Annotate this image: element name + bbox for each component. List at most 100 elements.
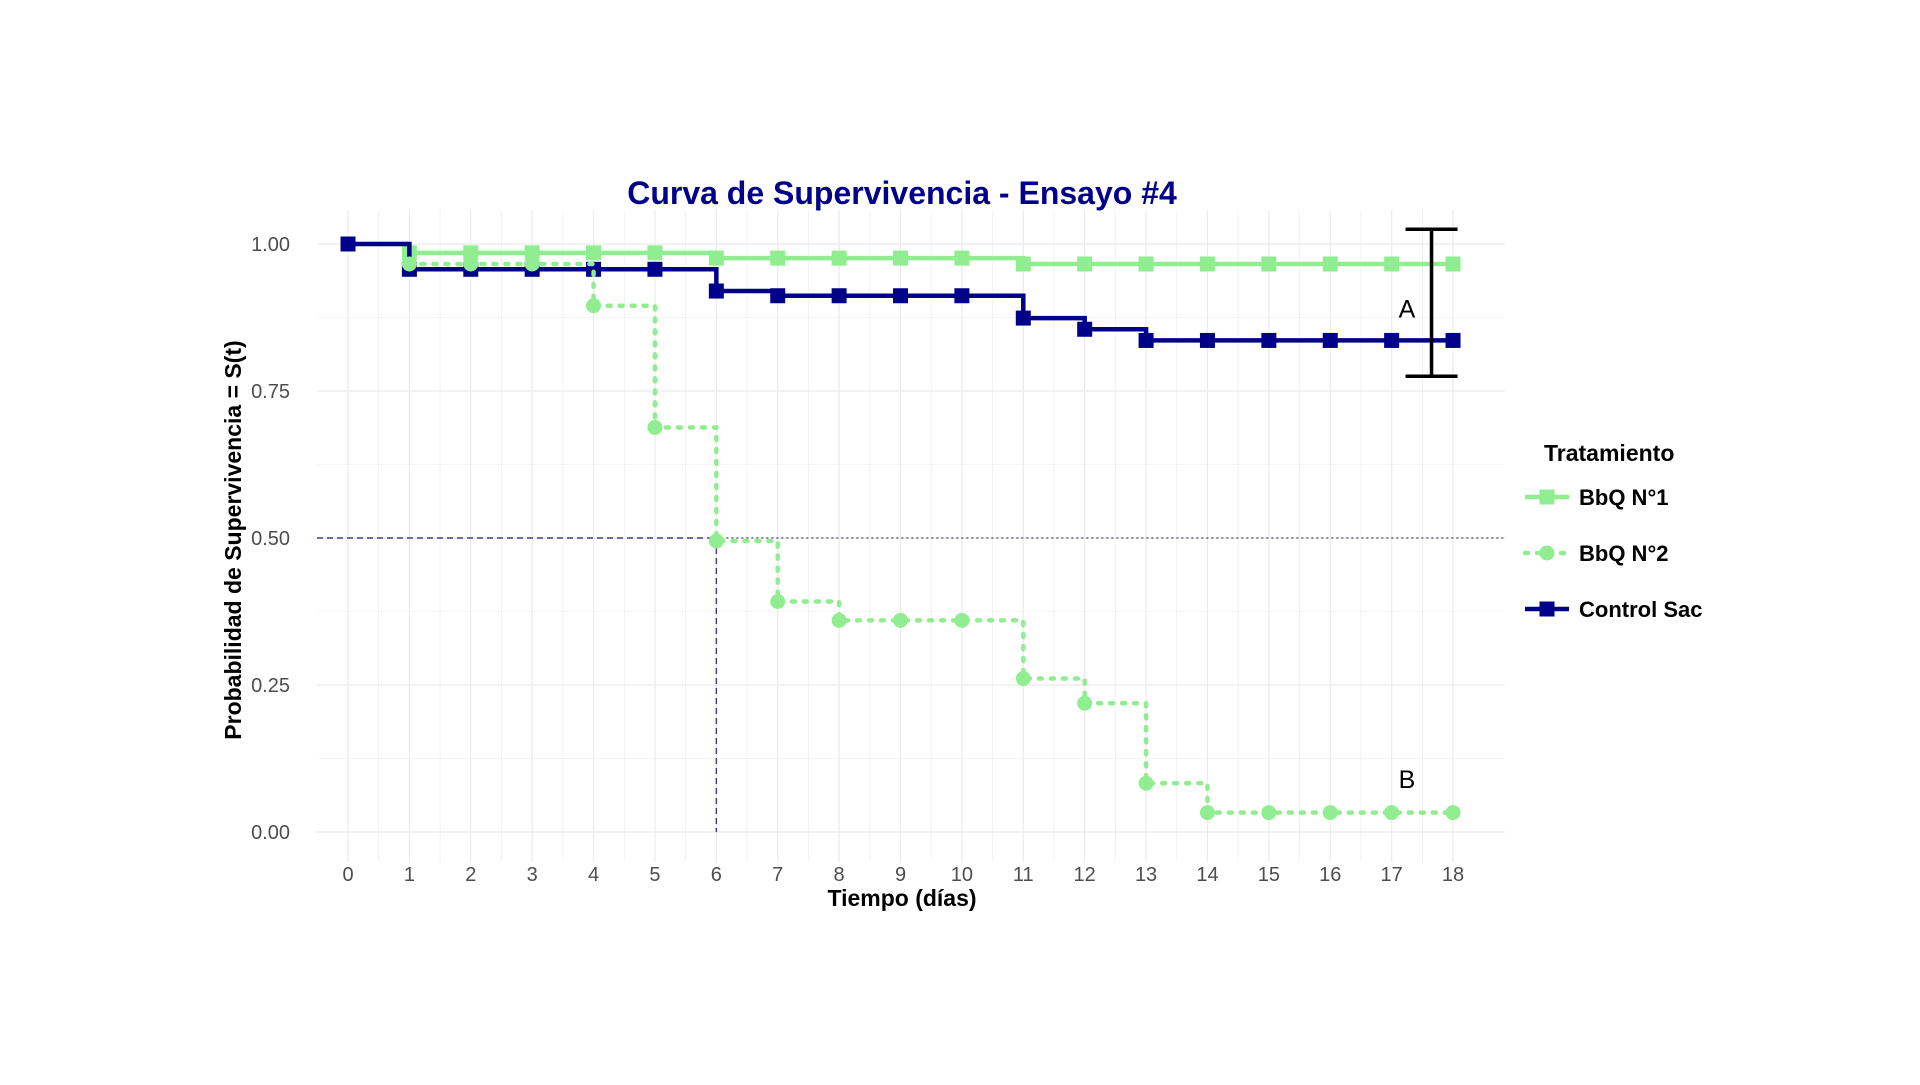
data-point bbox=[954, 288, 970, 304]
series-group bbox=[340, 236, 1461, 821]
data-point bbox=[893, 612, 909, 628]
x-tick-label: 3 bbox=[527, 864, 538, 886]
data-point bbox=[1261, 256, 1277, 272]
legend-item: Control Sac bbox=[1525, 597, 1702, 622]
data-point bbox=[401, 256, 417, 272]
data-point bbox=[1322, 332, 1338, 348]
data-point bbox=[1015, 671, 1031, 687]
annotation-label: A bbox=[1399, 296, 1416, 324]
y-tick-label: 1.00 bbox=[251, 234, 290, 256]
data-point bbox=[831, 250, 847, 266]
data-point bbox=[831, 612, 847, 628]
x-tick-label: 18 bbox=[1442, 864, 1464, 886]
data-point bbox=[1015, 256, 1031, 272]
data-point bbox=[524, 256, 540, 272]
data-point bbox=[586, 298, 602, 314]
data-point bbox=[1445, 805, 1461, 821]
data-point bbox=[893, 288, 909, 304]
data-point bbox=[1322, 805, 1338, 821]
data-point bbox=[708, 533, 724, 549]
data-point bbox=[770, 250, 786, 266]
data-point bbox=[340, 236, 356, 252]
data-point bbox=[1138, 332, 1154, 348]
x-tick-label: 12 bbox=[1074, 864, 1096, 886]
data-point bbox=[831, 288, 847, 304]
series-bbq-n-2 bbox=[401, 256, 1461, 821]
legend-item: BbQ N°1 bbox=[1525, 485, 1668, 510]
data-point bbox=[1384, 332, 1400, 348]
x-tick-label: 11 bbox=[1013, 864, 1034, 886]
data-point bbox=[1077, 321, 1093, 337]
legend-item: BbQ N°2 bbox=[1522, 541, 1668, 566]
series-line bbox=[407, 261, 1456, 815]
data-point bbox=[1261, 805, 1277, 821]
grid bbox=[317, 210, 1505, 862]
x-tick-label: 1 bbox=[404, 864, 415, 886]
legend-key-marker bbox=[1539, 489, 1555, 505]
median-reference-lines bbox=[317, 537, 1505, 832]
data-point bbox=[1445, 256, 1461, 272]
y-tick-label: 0.50 bbox=[251, 528, 290, 550]
x-tick-label: 4 bbox=[588, 864, 599, 886]
data-point bbox=[893, 250, 909, 266]
data-point bbox=[647, 245, 663, 261]
chart-title: Curva de Supervivencia - Ensayo #4 bbox=[627, 175, 1177, 211]
x-tick-label: 5 bbox=[649, 864, 660, 886]
y-tick-label: 0.25 bbox=[251, 675, 290, 697]
data-point bbox=[1322, 256, 1338, 272]
data-point bbox=[1199, 256, 1215, 272]
data-point bbox=[1261, 332, 1277, 348]
data-point bbox=[1077, 695, 1093, 711]
series-bbq-n-1 bbox=[340, 236, 1461, 272]
data-point bbox=[1077, 256, 1093, 272]
y-tick-label: 0.00 bbox=[251, 822, 290, 844]
data-point bbox=[647, 261, 663, 277]
data-point bbox=[1445, 332, 1461, 348]
data-point bbox=[770, 594, 786, 610]
x-tick-label: 13 bbox=[1135, 864, 1157, 886]
legend-title: Tratamiento bbox=[1544, 440, 1674, 466]
x-tick-label: 15 bbox=[1258, 864, 1280, 886]
data-point bbox=[1138, 775, 1154, 791]
data-point bbox=[770, 288, 786, 304]
data-point bbox=[524, 245, 540, 261]
legend: Tratamiento BbQ N°1 BbQ N°2 Control Sac bbox=[1522, 440, 1702, 622]
data-point bbox=[1199, 805, 1215, 821]
data-point bbox=[708, 283, 724, 299]
legend-items: BbQ N°1 BbQ N°2 Control Sac bbox=[1522, 485, 1702, 622]
y-tick-label: 0.75 bbox=[251, 381, 290, 403]
x-tick-label: 6 bbox=[711, 864, 722, 886]
axis-ticks: 0 1 2 3 4 5 6 7 8 9 10 11 12 13 14 15 16 17 180.000.250.50… bbox=[251, 234, 1464, 886]
legend-key-marker bbox=[1539, 601, 1555, 617]
x-tick-label: 9 bbox=[895, 864, 906, 886]
annotation-label: B bbox=[1399, 766, 1416, 794]
x-tick-label: 0 bbox=[342, 864, 353, 886]
x-tick-label: 17 bbox=[1381, 864, 1403, 886]
legend-key-marker bbox=[1539, 545, 1555, 561]
data-point bbox=[463, 245, 479, 261]
legend-label: Control Sac bbox=[1579, 597, 1702, 622]
legend-label: BbQ N°2 bbox=[1579, 541, 1668, 566]
data-point bbox=[586, 245, 602, 261]
data-point bbox=[1138, 256, 1154, 272]
data-point bbox=[647, 419, 663, 435]
x-tick-label: 14 bbox=[1196, 864, 1218, 886]
series-line bbox=[348, 241, 1454, 267]
x-axis-title: Tiempo (días) bbox=[827, 885, 976, 911]
y-axis-title: Probabilidad de Supervivencia = S(t) bbox=[220, 340, 246, 739]
data-point bbox=[1384, 805, 1400, 821]
annotations: AB bbox=[1399, 227, 1458, 794]
x-tick-label: 2 bbox=[465, 864, 476, 886]
x-tick-label: 7 bbox=[772, 864, 783, 886]
data-point bbox=[954, 250, 970, 266]
data-point bbox=[954, 612, 970, 628]
legend-label: BbQ N°1 bbox=[1579, 485, 1668, 510]
data-point bbox=[1015, 310, 1031, 326]
data-point bbox=[463, 256, 479, 272]
data-point bbox=[708, 250, 724, 266]
x-tick-label: 8 bbox=[834, 864, 845, 886]
data-point bbox=[1384, 256, 1400, 272]
data-point bbox=[1199, 332, 1215, 348]
